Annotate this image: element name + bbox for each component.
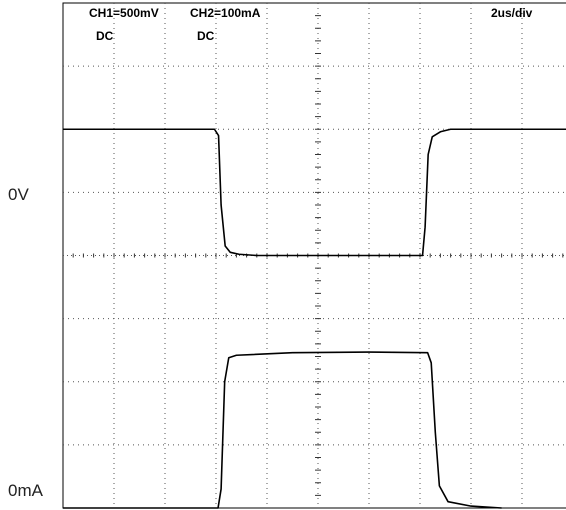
ch2-coupling-label: DC bbox=[197, 29, 215, 43]
ch2-waveform-trace bbox=[63, 351, 502, 509]
ch1-ground-reference-label: 0V bbox=[8, 185, 29, 204]
ch1-coupling-label: DC bbox=[96, 29, 114, 43]
timebase-label: 2us/div bbox=[491, 6, 533, 20]
ch1-waveform-trace bbox=[63, 128, 566, 257]
waveform-traces bbox=[63, 128, 566, 509]
ch2-scale-label: CH2=100mA bbox=[190, 6, 261, 20]
ch2-ground-reference-label: 0mA bbox=[8, 481, 43, 500]
ch1-scale-label: CH1=500mV bbox=[89, 6, 159, 20]
center-axis-ticks bbox=[63, 3, 566, 508]
